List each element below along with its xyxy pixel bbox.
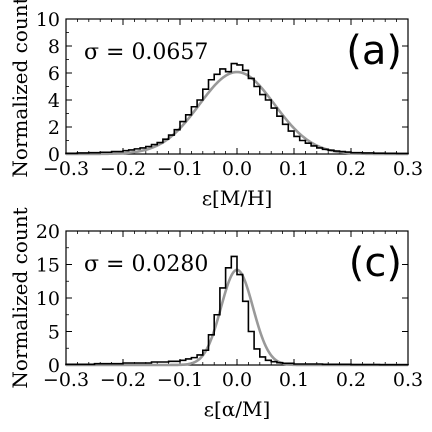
x-tick-label: 0.2 [336,369,366,391]
y-tick-label: 4 [48,90,60,112]
sigma-annotation: σ = 0.0280 [84,252,208,277]
y-tick-label: 15 [36,255,60,277]
panel-c: −0.3 −0.2 −0.1 0.0 0.1 0.2 0.3 0 5 10 15 20 σ = 0.0… [8,207,423,421]
y-tick-label: 10 [36,288,60,310]
x-axis-label: ε[M/H] [202,186,273,210]
panel-tag: (c) [349,240,402,286]
x-tick-label: −0.1 [157,158,203,180]
gaussian-fit-curve [66,70,408,156]
x-tick-label: −0.2 [100,158,146,180]
panel-tag: (a) [346,28,402,74]
histogram-step [65,62,409,155]
y-tick-label: 10 [36,9,60,31]
x-tick-label: −0.1 [157,369,203,391]
y-axis-label: Normalized count [8,207,32,388]
x-tick-label: 0.0 [222,369,252,391]
y-tick-label: 5 [48,322,60,344]
histogram-layer [65,62,409,156]
x-axis-label: ε[α/M] [204,397,271,421]
x-tick-label: 0.3 [393,158,423,180]
x-tick-label: −0.2 [100,369,146,391]
x-tick-label: −0.3 [43,158,89,180]
y-tick-label: 0 [48,144,60,166]
x-tick-label: 0.0 [222,158,252,180]
histogram-layer [65,255,409,367]
x-tick-label: 0.2 [336,158,366,180]
y-tick-label: 2 [48,117,60,139]
panel-a: −0.3 −0.2 −0.1 0.0 0.1 0.2 0.3 0 2 4 6 8 10 σ = 0.06… [8,0,423,210]
y-tick-label: 20 [36,221,60,243]
y-tick-label: 6 [48,63,60,85]
histogram-step [65,255,409,366]
x-tick-label: 0.1 [279,158,309,180]
sigma-annotation: σ = 0.0657 [84,40,208,65]
ticks-layer: −0.3 −0.2 −0.1 0.0 0.1 0.2 0.3 0 2 4 6 8 10 [36,9,423,180]
x-tick-label: 0.3 [393,369,423,391]
y-tick-label: 8 [48,36,60,58]
x-tick-label: 0.1 [279,369,309,391]
x-tick-label: −0.3 [43,369,89,391]
y-axis-label: Normalized count [8,0,32,178]
y-tick-label: 0 [48,355,60,377]
